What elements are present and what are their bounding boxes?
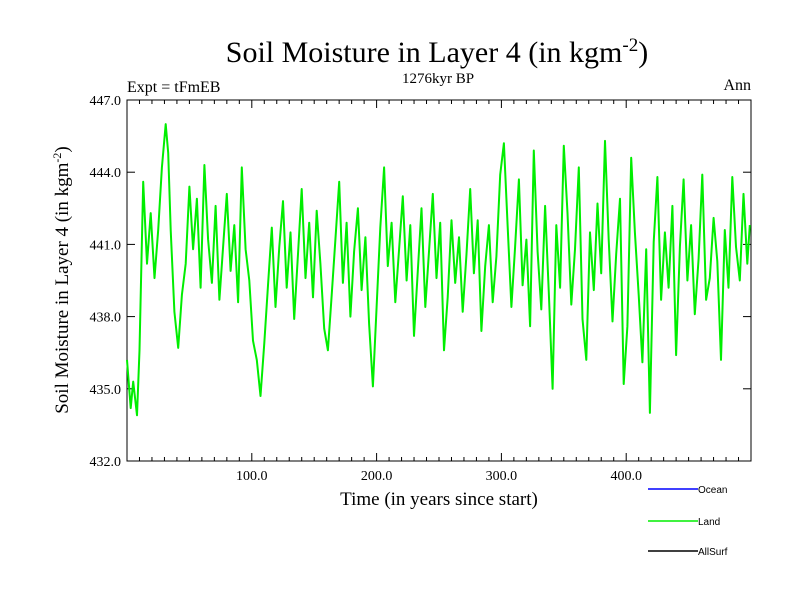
x-tick-label: 200.0 [361,469,393,484]
x-axis: 100.0 200.0 300.0 400.0 [138,100,740,484]
chart-title: Soil Moisture in Layer 4 (in kgm-2) [226,35,648,69]
y-tick-label: 447.0 [90,94,122,109]
y-axis: 432.0 435.0 438.0 441.0 444.0 447.0 [90,94,751,470]
series-line-land [126,123,751,417]
y-tick-label: 435.0 [90,383,122,398]
y-tick-label: 444.0 [90,166,122,181]
x-tick-label: 100.0 [236,469,268,484]
y-tick-label: 438.0 [90,311,122,326]
series-group [126,123,751,417]
chart-subtitle: 1276kyr BP [402,71,474,87]
legend-label-ocean: Ocean [698,485,727,496]
x-tick-label: 400.0 [610,469,642,484]
legend-label-land: Land [698,517,720,528]
y-tick-label: 432.0 [90,455,122,470]
legend: Ocean Land AllSurf [648,485,728,558]
x-axis-label: Time (in years since start) [340,489,538,510]
y-axis-label: Soil Moisture in Layer 4 (in kgm-2) [50,146,73,414]
season-label: Ann [723,77,751,94]
y-tick-label: 441.0 [90,238,122,253]
experiment-label: Expt = tFmEB [127,79,220,96]
legend-label-allsurf: AllSurf [698,547,728,558]
x-tick-label: 300.0 [486,469,518,484]
